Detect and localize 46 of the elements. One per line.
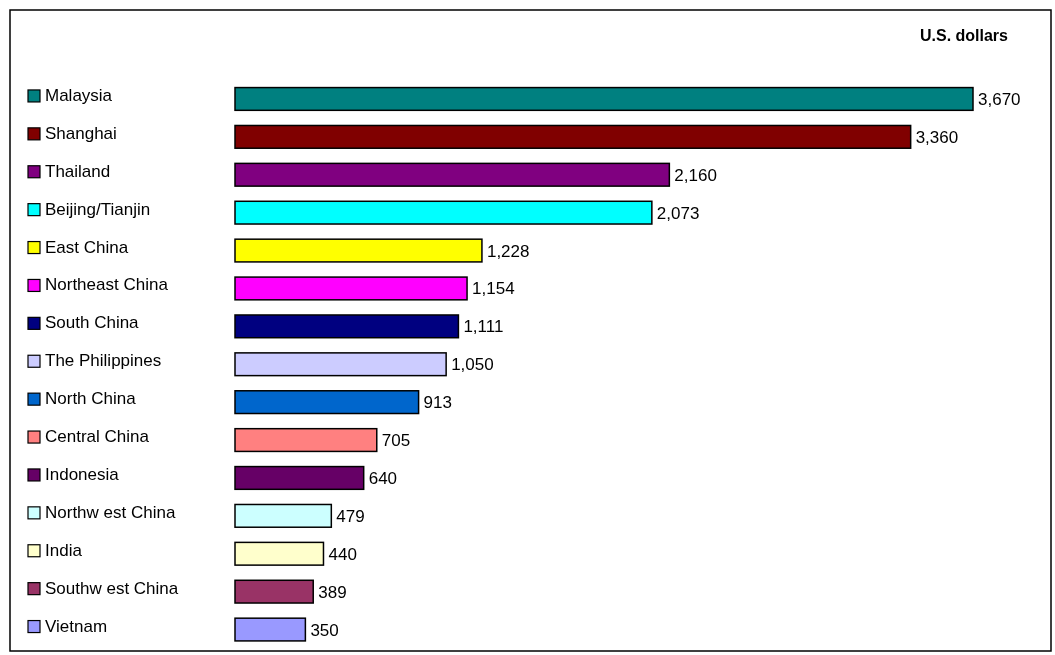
bar [234, 617, 307, 642]
y-tick-label: Malaysia [45, 85, 113, 105]
bar [234, 352, 447, 377]
bar [234, 579, 314, 604]
y-tick-label: Shanghai [45, 123, 117, 143]
data-label: 1,050 [451, 355, 494, 375]
bar [234, 162, 671, 187]
bar [234, 200, 653, 225]
y-tick-label: Southw est China [45, 578, 179, 598]
y-tick-label: India [45, 540, 83, 560]
bar [234, 124, 912, 149]
data-label: 440 [328, 544, 357, 564]
data-label: 913 [423, 393, 452, 413]
bar [234, 314, 460, 339]
y-tick-label: South China [45, 313, 140, 333]
data-label: 479 [336, 506, 365, 526]
y-tick-label: East China [45, 237, 129, 257]
data-label: 1,228 [486, 241, 530, 261]
bar [234, 541, 325, 566]
data-label: 1,111 [463, 317, 504, 337]
data-label: 2,160 [674, 165, 717, 185]
bar [234, 390, 420, 415]
y-tick-label: Thailand [45, 161, 111, 181]
data-label: 705 [381, 431, 411, 450]
y-tick-label: Indonesia [45, 464, 120, 484]
data-label: 1,154 [472, 279, 515, 299]
bar [234, 427, 378, 453]
bar [234, 503, 333, 528]
data-label: 389 [318, 582, 347, 602]
y-tick-label: Central China [45, 427, 150, 446]
bar [234, 276, 468, 301]
y-tick-label: Beijing/Tianjin [45, 199, 151, 219]
bar [234, 238, 483, 263]
bar [234, 86, 974, 112]
data-label: 2,073 [656, 203, 700, 223]
y-tick-label: The Philippines [45, 351, 162, 371]
text: U.S. dollars [919, 27, 1009, 44]
y-tick-label: North China [45, 389, 137, 409]
data-label: 350 [310, 620, 339, 640]
bar [234, 465, 365, 491]
y-tick-label: Northw est China [45, 502, 176, 522]
data-label: 3,670 [978, 89, 1021, 109]
y-tick-label: Northeast China [45, 275, 169, 295]
data-label: 3,360 [915, 127, 959, 147]
data-label: 640 [368, 468, 398, 488]
y-tick-label: Vietnam [45, 616, 108, 636]
